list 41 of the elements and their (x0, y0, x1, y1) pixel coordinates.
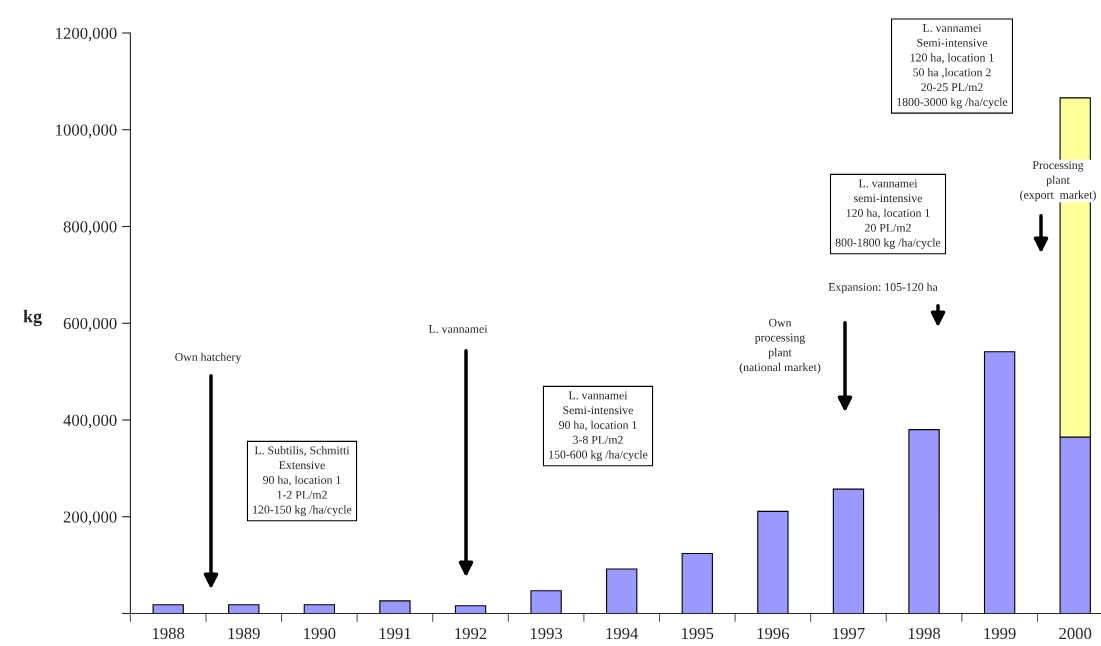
x-tick-label: 1993 (530, 627, 563, 640)
x-tick-label: 1994 (606, 627, 639, 640)
x-tick-label: 1988 (152, 627, 185, 640)
y-tick-label: 400,000 (63, 414, 117, 429)
bar (454, 605, 487, 614)
bar (983, 351, 1016, 614)
bar (379, 600, 411, 614)
y-tick-label: 200,000 (63, 511, 117, 526)
x-tick-label: 1999 (984, 627, 1016, 640)
bar (606, 568, 638, 614)
bar (530, 590, 562, 614)
bar (757, 510, 789, 614)
y-tick-label: 600,000 (63, 317, 117, 332)
x-tick-label: 1997 (833, 627, 865, 640)
bar (228, 604, 260, 614)
x-tick-label: 1992 (455, 627, 487, 640)
y-axis-title: kg (23, 309, 42, 327)
x-tick-label: 1990 (304, 627, 336, 640)
annotation: L. vannamei Semi-intensive 120 ha, location 1 50 ha ,location 2 20-25 PL/m2 1800-3000 kg /ha/cycle (897, 24, 1008, 109)
bar (152, 604, 184, 614)
bar (908, 429, 940, 614)
annotation: L. vannamei semi-intensive 120 ha, location 1 20 PL/m2 800-1800 kg /ha/cycle (835, 179, 941, 249)
x-tick-label: 1991 (379, 627, 411, 640)
y-tick-label: 800,000 (63, 221, 117, 235)
x-tick-label: 1995 (682, 627, 714, 640)
annotation: Own hatchery (175, 352, 242, 364)
annotation: L. Subtilis, Schmitti Extensive 90 ha, location 1 1-2 PL/m2 120-150 kg /ha/cycle (253, 446, 352, 516)
annotation: L. vannamei Semi-intensive 90 ha, location 1 3-8 PL/m2 150-600 kg /ha/cycle (549, 391, 648, 461)
x-tick-label: 1998 (908, 627, 941, 640)
annotation: L. vannamei (428, 325, 488, 334)
x-tick-label: 1989 (228, 627, 260, 640)
annotation: Expansion: 105-120 ha (828, 282, 938, 294)
bar (832, 488, 865, 614)
y-tick-label: 1000,000 (56, 124, 117, 139)
bar (303, 604, 336, 614)
annotation: Processing plant (export market) (1020, 161, 1096, 202)
x-tick-label: 1996 (757, 627, 790, 640)
bar (681, 552, 713, 614)
y-tick-label: 1200,000 (56, 27, 117, 42)
x-tick-label: 2000 (1059, 627, 1092, 640)
annotation: Own processing plant (national market) (739, 318, 821, 374)
